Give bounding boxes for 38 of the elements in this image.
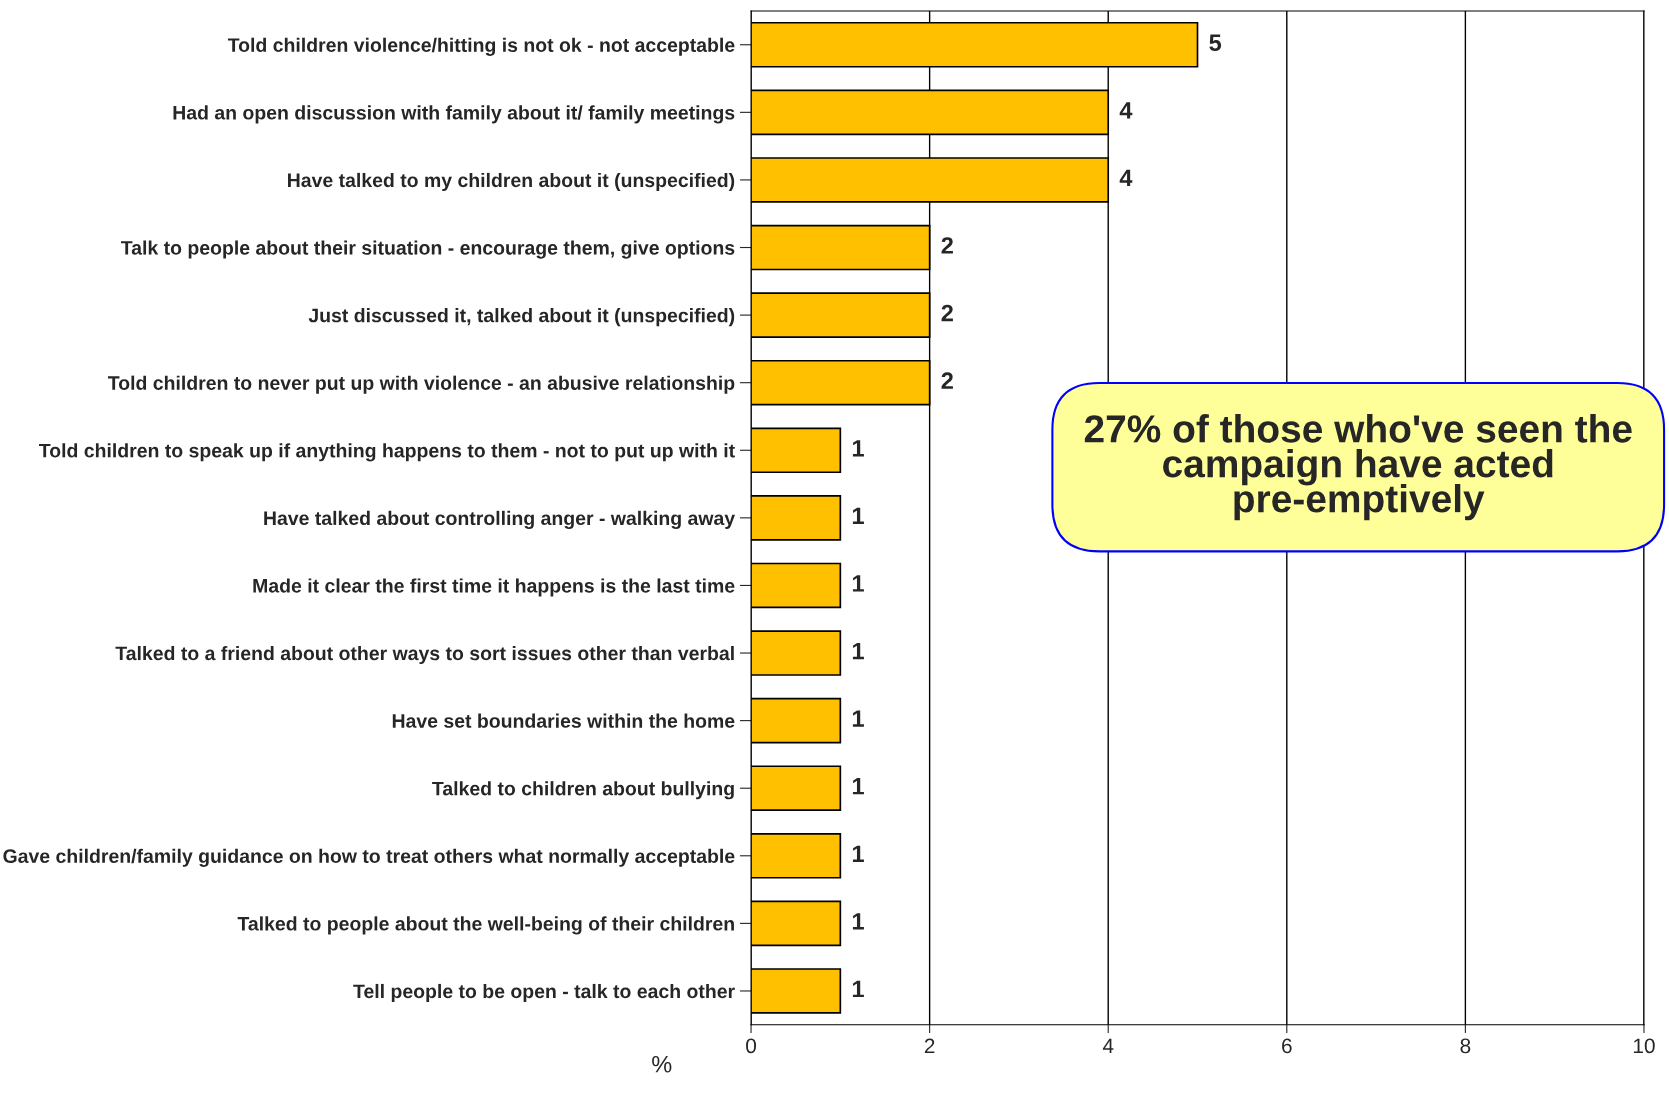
- data-label: 1: [852, 845, 864, 862]
- data-label: 1: [852, 642, 864, 660]
- data-label: 1: [852, 440, 864, 457]
- y-tick-label: Told children violence/hitting is not ok - not acceptable: [227, 37, 735, 56]
- y-tick-label: Had an open discussion with family about it/ family meetings: [173, 105, 735, 124]
- data-label: 1: [852, 980, 864, 998]
- x-tick-label: 8: [1460, 1038, 1471, 1054]
- data-label: 1: [852, 778, 864, 795]
- y-tick-label: Talked to a friend about other ways to sort issues other than verbal: [115, 645, 734, 665]
- data-label: 4: [1119, 102, 1133, 119]
- y-tick-label: Made it clear the first time it happens is the last time: [253, 578, 735, 597]
- y-tick-label: Have set boundaries within the home: [392, 713, 735, 728]
- y-tick-label: Gave children/family guidance on how to treat others what normally acceptable: [3, 848, 735, 867]
- y-tick-label: Tell people to be open - talk to each other: [353, 983, 735, 1003]
- data-label: 1: [852, 507, 864, 524]
- data-label: 2: [941, 304, 953, 322]
- y-tick-label: Have talked about controlling anger - walking away: [264, 510, 736, 530]
- data-label: 1: [852, 575, 864, 592]
- x-tick-label: 4: [1102, 1038, 1114, 1054]
- annotation: 27% of those who've seen the campaign have acted pre-emptively: [1084, 414, 1632, 521]
- y-tick-label: Talked to people about the well-being of their children: [237, 916, 734, 935]
- data-label: 1: [852, 913, 864, 930]
- data-label: 1: [852, 710, 864, 727]
- x-tick-label: 0: [746, 1038, 757, 1054]
- x-tick-label: 6: [1282, 1038, 1292, 1054]
- x-axis-title: %: [652, 1055, 672, 1073]
- y-tick-label: Told children to never put up with violence - an abusive relationship: [107, 375, 735, 394]
- x-tick-label: 2: [924, 1038, 935, 1054]
- data-label: 2: [941, 237, 953, 254]
- y-tick-label: Talked to children about bullying: [432, 781, 734, 800]
- data-label: 2: [941, 372, 953, 389]
- data-label: 4: [1119, 169, 1133, 187]
- x-tick-label: 10: [1633, 1038, 1655, 1054]
- y-tick-label: Just discussed it, talked about it (unspecified): [308, 308, 735, 327]
- y-tick-label: Have talked to my children about it (unspecified): [288, 172, 735, 192]
- y-tick-label: Talk to people about their situation - encourage them, give options: [120, 240, 735, 259]
- y-tick-label: Told children to speak up if anything happens to them - not to put up with it: [38, 443, 735, 462]
- data-label: 5: [1209, 34, 1222, 52]
